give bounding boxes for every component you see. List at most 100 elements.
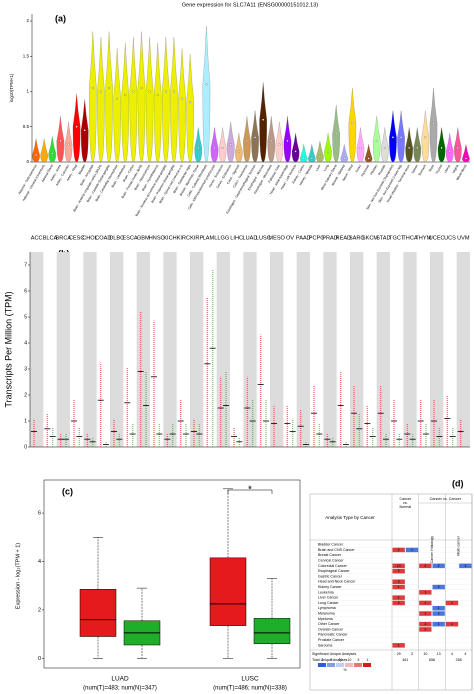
x-tick-label: LUAD: [111, 676, 129, 683]
cell: [392, 568, 405, 574]
category-label: SKCM: [362, 235, 379, 241]
median-dot: [172, 90, 175, 93]
cell: [392, 547, 405, 553]
category-label: BLCA: [43, 235, 58, 241]
category-label: CHOL: [82, 235, 98, 241]
category-label: UCEC: [429, 235, 445, 241]
row-name: Gastric Cancer: [318, 574, 343, 578]
y-tick-label: 3: [24, 366, 27, 372]
category-label: KIRC: [177, 235, 190, 241]
median-dot: [432, 122, 435, 125]
x-tick-label: Ovary: [354, 164, 362, 174]
violin: [267, 116, 276, 163]
band: [243, 252, 257, 447]
cell: [419, 563, 432, 569]
row-name: Bladder Cancer: [318, 543, 344, 547]
violin: [381, 127, 389, 163]
violin: [170, 37, 178, 163]
median-dot: [148, 90, 151, 93]
median-dot: [262, 118, 265, 121]
footer-value: 29: [397, 652, 401, 656]
footer-value: 4: [464, 652, 466, 656]
median-dot: [464, 157, 467, 160]
median-dot: [189, 101, 192, 104]
cell: [419, 627, 432, 632]
category-label: THCA: [402, 235, 417, 241]
violin: [210, 127, 219, 163]
footer-value: 10: [423, 652, 427, 656]
category-label: LAML: [203, 235, 218, 241]
footer-value: 461: [402, 658, 408, 662]
violin: [462, 144, 470, 163]
violin: [218, 127, 227, 163]
cell-value: 1: [451, 622, 453, 626]
chart-title: Gene expression for SLC7A11 (ENSG0000015…: [182, 2, 318, 8]
median-dot: [205, 83, 208, 86]
category-label: THYM: [415, 235, 431, 241]
legend-swatch: [336, 663, 344, 667]
violin: [413, 127, 422, 163]
cell: [392, 584, 405, 590]
group-header: Cancer vs. Normal: [400, 497, 412, 509]
row-name: Liver Cancer: [318, 596, 339, 600]
cell: [419, 611, 432, 616]
cell-value: 3: [438, 612, 440, 616]
cell-value: 1: [411, 548, 413, 552]
median-dot: [237, 150, 240, 153]
y-tick-label: 2: [26, 18, 29, 23]
row-name: Kidney Cancer: [318, 585, 342, 589]
violin: [194, 127, 203, 163]
legend-label: 1: [322, 658, 324, 662]
y-tick-label: 6: [38, 511, 41, 517]
x-tick-label: Stomach: [417, 164, 427, 177]
legend-label: 5: [331, 658, 333, 662]
row-name: Other Cancer: [318, 622, 340, 626]
violin: [137, 31, 146, 163]
y-tick-label: 2: [38, 607, 41, 613]
band: [56, 252, 70, 447]
cell: [419, 621, 432, 627]
median-dot: [335, 132, 338, 135]
violin: [340, 144, 349, 163]
category-label: PAAD: [296, 235, 311, 241]
violin: [178, 48, 186, 163]
cell-value: 1: [438, 622, 440, 626]
y-axis-label: log10(TPM+1): [9, 73, 14, 102]
violin: [56, 116, 65, 163]
y-axis-label: Expression - log₂(TPM + 1): [15, 543, 21, 609]
median-dot: [408, 146, 411, 149]
y-tick-label: 2: [24, 392, 27, 398]
cell: [392, 579, 405, 584]
violin: [429, 87, 438, 163]
category-label: STAD: [376, 235, 391, 241]
cell-value: 2: [438, 564, 440, 568]
band: [216, 252, 230, 447]
x-tick-note: (num(T)=483; num(N)=347): [83, 686, 157, 692]
y-tick-label: 6: [24, 288, 27, 294]
cell: [392, 595, 405, 600]
median-dot: [132, 90, 135, 93]
row-name: Myeloma: [318, 617, 333, 621]
row-name: Breast Cancer: [318, 553, 342, 557]
y-tick-label: 1: [26, 89, 29, 94]
median-dot: [456, 146, 459, 149]
median-dot: [286, 139, 289, 142]
cell: [432, 584, 445, 590]
row-name: Esophageal Cancer: [318, 569, 350, 573]
violin: [235, 133, 243, 163]
median-dot: [440, 146, 443, 149]
violin: [162, 37, 170, 163]
median-dot: [156, 94, 159, 97]
cell-value: 2: [398, 569, 400, 573]
panel-label: (a): [55, 13, 66, 23]
cell-value: 2: [424, 564, 426, 568]
category-label: BRCA: [56, 235, 72, 241]
violin: [275, 121, 284, 163]
violin: [129, 37, 138, 163]
x-tick-label: Prostate: [377, 164, 386, 176]
cell: [419, 590, 432, 595]
median-dot: [416, 146, 419, 149]
median-dot: [83, 129, 86, 132]
violin: [356, 127, 365, 163]
